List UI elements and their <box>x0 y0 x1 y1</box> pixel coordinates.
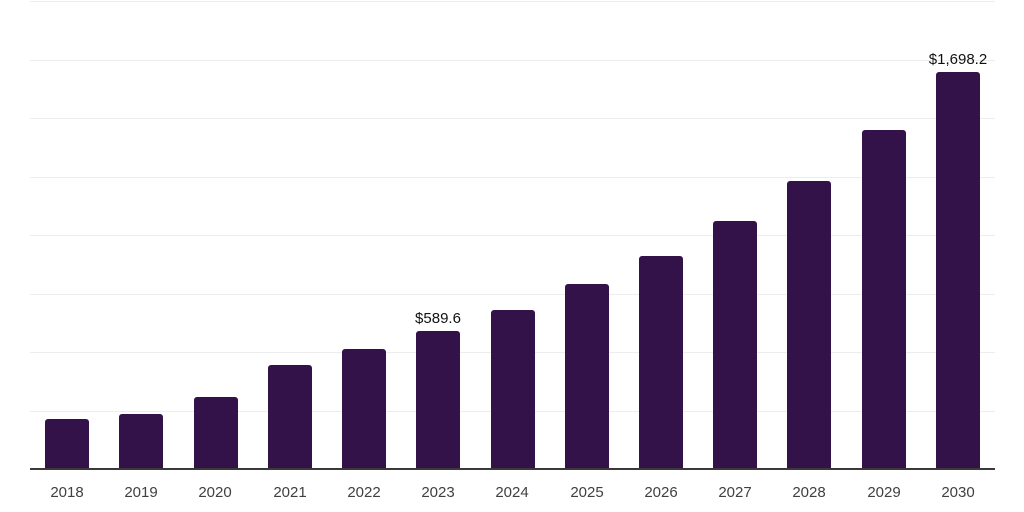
x-tick-label-2022: 2022 <box>347 484 381 501</box>
bar-2021 <box>268 365 312 469</box>
bar-2023 <box>416 331 460 469</box>
data-label-2030: $1,698.2 <box>928 51 988 68</box>
gridline-1000 <box>30 235 995 236</box>
gridline-750 <box>30 294 995 295</box>
x-tick-label-2018: 2018 <box>50 484 84 501</box>
bar-2026 <box>639 256 683 469</box>
bar-2018 <box>45 419 89 469</box>
bar-2019 <box>119 414 163 469</box>
gridline-1500 <box>30 118 995 119</box>
bar-2029 <box>862 130 906 469</box>
x-axis-line <box>30 468 995 470</box>
x-tick-label-2027: 2027 <box>718 484 752 501</box>
bar-2027 <box>713 221 757 469</box>
bar-2025 <box>565 284 609 469</box>
gridline-2000 <box>30 1 995 2</box>
x-tick-label-2019: 2019 <box>124 484 158 501</box>
bar-2030 <box>936 72 980 469</box>
x-tick-label-2024: 2024 <box>495 484 529 501</box>
x-tick-label-2023: 2023 <box>421 484 455 501</box>
x-tick-label-2028: 2028 <box>792 484 826 501</box>
bar-2024 <box>491 310 535 469</box>
bar-2028 <box>787 181 831 469</box>
x-tick-label-2026: 2026 <box>644 484 678 501</box>
x-tick-label-2030: 2030 <box>941 484 975 501</box>
bar-2020 <box>194 397 238 469</box>
x-tick-label-2025: 2025 <box>570 484 604 501</box>
bar-2022 <box>342 349 386 469</box>
x-tick-label-2029: 2029 <box>867 484 901 501</box>
gridline-1250 <box>30 177 995 178</box>
data-label-2023: $589.6 <box>415 310 461 327</box>
x-tick-label-2021: 2021 <box>273 484 307 501</box>
gridline-1750 <box>30 60 995 61</box>
x-tick-label-2020: 2020 <box>198 484 232 501</box>
